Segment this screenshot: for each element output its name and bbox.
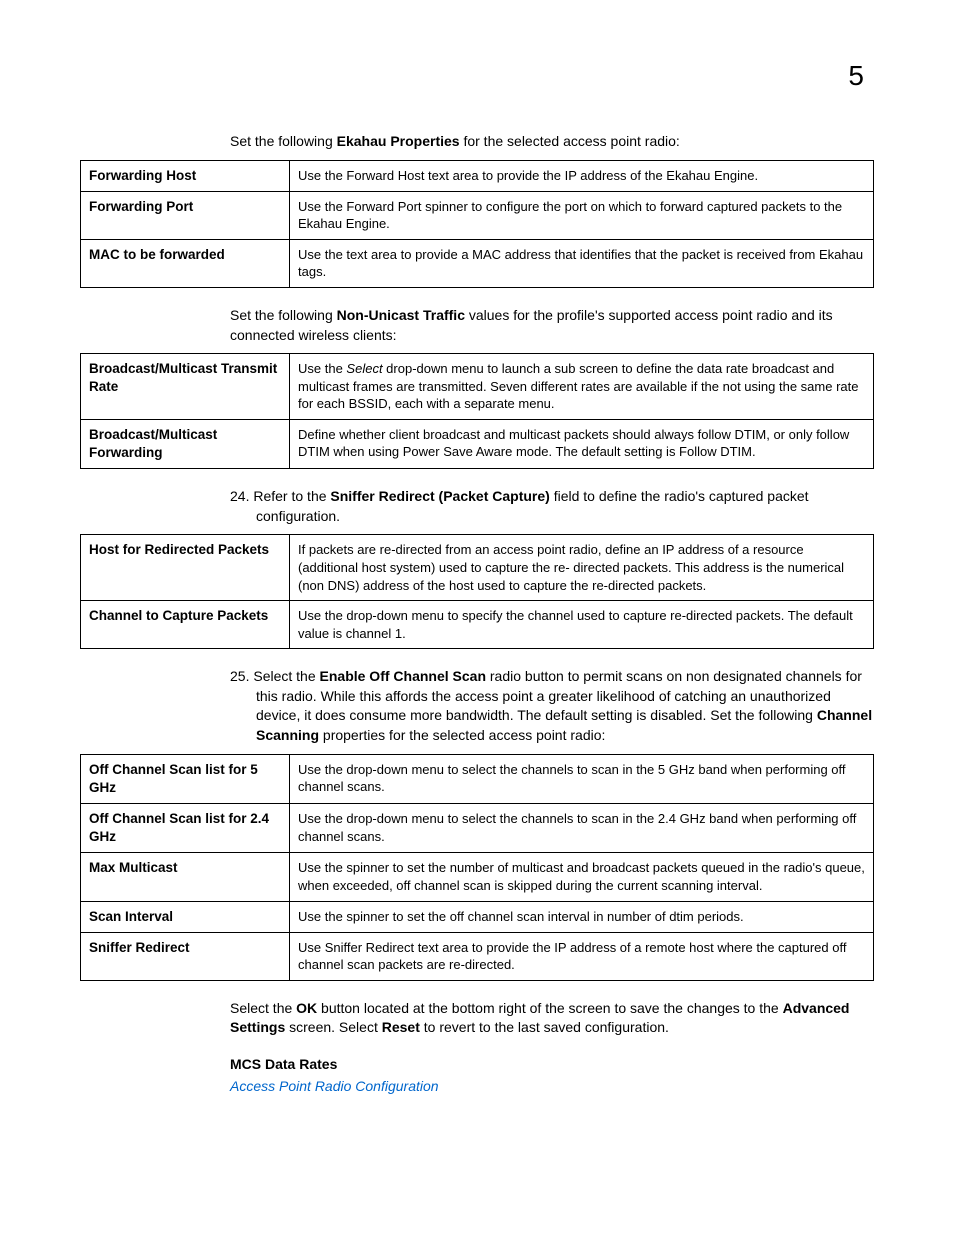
row-label: Channel to Capture Packets bbox=[81, 601, 290, 649]
text: Set the following bbox=[230, 133, 337, 149]
row-desc: Define whether client broadcast and mult… bbox=[290, 419, 874, 468]
row-desc: Use the text area to provide a MAC addre… bbox=[290, 239, 874, 287]
text: to revert to the last saved configuratio… bbox=[420, 1019, 669, 1035]
text: drop-down menu to launch a sub screen to… bbox=[298, 361, 859, 411]
row-label: Sniffer Redirect bbox=[81, 932, 290, 980]
text-bold: Ekahau Properties bbox=[337, 133, 460, 149]
text-bold: Enable Off Channel Scan bbox=[320, 668, 486, 684]
text: Refer to the bbox=[253, 488, 330, 504]
mcs-heading: MCS Data Rates bbox=[230, 1056, 874, 1072]
table-row: Max Multicast Use the spinner to set the… bbox=[81, 853, 874, 901]
table-row: MAC to be forwarded Use the text area to… bbox=[81, 239, 874, 287]
text: Select the bbox=[253, 668, 319, 684]
table-row: Forwarding Host Use the Forward Host tex… bbox=[81, 160, 874, 191]
row-label: Off Channel Scan list for 5 GHz bbox=[81, 754, 290, 803]
step-number: 25. bbox=[230, 668, 253, 684]
table-row: Off Channel Scan list for 2.4 GHz Use th… bbox=[81, 804, 874, 853]
page-number: 5 bbox=[80, 60, 874, 92]
row-desc: Use the spinner to set the off channel s… bbox=[290, 901, 874, 932]
row-desc: Use the drop-down menu to specify the ch… bbox=[290, 601, 874, 649]
sniffer-redirect-table: Host for Redirected Packets If packets a… bbox=[80, 534, 874, 649]
text-bold: Non-Unicast Traffic bbox=[337, 307, 465, 323]
text: Select the bbox=[230, 1000, 296, 1016]
access-point-link[interactable]: Access Point Radio Configuration bbox=[230, 1078, 874, 1094]
table-row: Broadcast/Multicast Transmit Rate Use th… bbox=[81, 354, 874, 420]
step-number: 24. bbox=[230, 488, 253, 504]
intro-nonunicast: Set the following Non-Unicast Traffic va… bbox=[230, 306, 874, 345]
table-row: Host for Redirected Packets If packets a… bbox=[81, 535, 874, 601]
row-label: Scan Interval bbox=[81, 901, 290, 932]
closing-text: Select the OK button located at the bott… bbox=[230, 999, 874, 1038]
text-bold: Sniffer Redirect (Packet Capture) bbox=[330, 488, 549, 504]
row-desc: If packets are re-directed from an acces… bbox=[290, 535, 874, 601]
row-desc: Use the spinner to set the number of mul… bbox=[290, 853, 874, 901]
row-label: Forwarding Port bbox=[81, 191, 290, 239]
row-label: Broadcast/Multicast Forwarding bbox=[81, 419, 290, 468]
table-row: Broadcast/Multicast Forwarding Define wh… bbox=[81, 419, 874, 468]
row-label: Broadcast/Multicast Transmit Rate bbox=[81, 354, 290, 420]
text: screen. Select bbox=[285, 1019, 382, 1035]
step-25: 25. Select the Enable Off Channel Scan r… bbox=[230, 667, 874, 745]
text-bold: Reset bbox=[382, 1019, 420, 1035]
row-desc: Use Sniffer Redirect text area to provid… bbox=[290, 932, 874, 980]
channel-scanning-table: Off Channel Scan list for 5 GHz Use the … bbox=[80, 754, 874, 981]
table-row: Off Channel Scan list for 5 GHz Use the … bbox=[81, 754, 874, 803]
row-label: Max Multicast bbox=[81, 853, 290, 901]
text-bold: OK bbox=[296, 1000, 317, 1016]
row-label: MAC to be forwarded bbox=[81, 239, 290, 287]
row-label: Forwarding Host bbox=[81, 160, 290, 191]
row-label: Host for Redirected Packets bbox=[81, 535, 290, 601]
table-row: Scan Interval Use the spinner to set the… bbox=[81, 901, 874, 932]
text: Use the bbox=[298, 361, 346, 376]
text-italic: Select bbox=[346, 361, 382, 376]
text: Set the following bbox=[230, 307, 337, 323]
row-desc: Use the Select drop-down menu to launch … bbox=[290, 354, 874, 420]
table-row: Forwarding Port Use the Forward Port spi… bbox=[81, 191, 874, 239]
row-desc: Use the Forward Port spinner to configur… bbox=[290, 191, 874, 239]
table-row: Sniffer Redirect Use Sniffer Redirect te… bbox=[81, 932, 874, 980]
table-row: Channel to Capture Packets Use the drop-… bbox=[81, 601, 874, 649]
ekahau-properties-table: Forwarding Host Use the Forward Host tex… bbox=[80, 160, 874, 288]
intro-ekahau: Set the following Ekahau Properties for … bbox=[230, 132, 874, 152]
row-desc: Use the Forward Host text area to provid… bbox=[290, 160, 874, 191]
text: properties for the selected access point… bbox=[319, 727, 605, 743]
text: for the selected access point radio: bbox=[460, 133, 680, 149]
row-label: Off Channel Scan list for 2.4 GHz bbox=[81, 804, 290, 853]
row-desc: Use the drop-down menu to select the cha… bbox=[290, 754, 874, 803]
text: button located at the bottom right of th… bbox=[317, 1000, 782, 1016]
nonunicast-table: Broadcast/Multicast Transmit Rate Use th… bbox=[80, 353, 874, 469]
step-24: 24. Refer to the Sniffer Redirect (Packe… bbox=[230, 487, 874, 526]
row-desc: Use the drop-down menu to select the cha… bbox=[290, 804, 874, 853]
